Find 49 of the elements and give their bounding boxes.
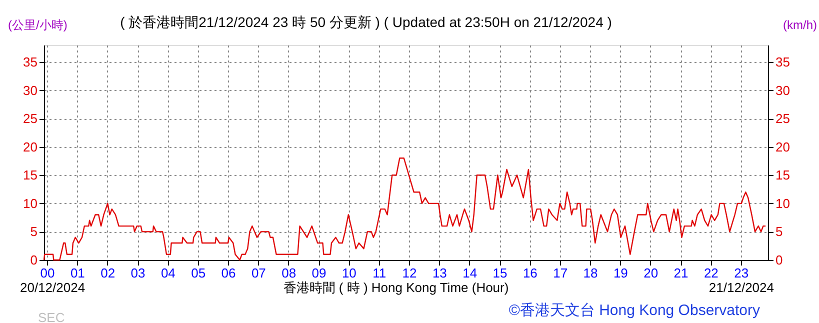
y2-tick-label: 0 (776, 252, 783, 268)
x-tick-label: 02 (100, 266, 116, 280)
y-tick-label: 0 (30, 252, 38, 268)
x-tick-label: 17 (553, 266, 568, 280)
x-tick-label: 20 (644, 266, 658, 280)
text: 20/12/2024 (20, 280, 86, 295)
x-tick-label: 11 (372, 266, 386, 280)
y2-tick-label: 30 (776, 82, 790, 98)
x-tick-label: 04 (160, 266, 176, 280)
x-tick-label: 10 (342, 266, 356, 280)
text: SEC (38, 310, 65, 323)
x-tick-label: 22 (704, 266, 718, 280)
y2-tick-label: 35 (776, 54, 790, 70)
x-tick-label: 07 (251, 266, 266, 280)
y-tick-label: 30 (23, 82, 38, 98)
line-series (43, 158, 766, 261)
y-tick-label: 20 (23, 139, 38, 154)
x-tick-label: 05 (191, 266, 206, 280)
chart-title: ( 於香港時間21/12/2024 23 時 50 分更新 ) ( Updated at 23:50H on 21/12/2024 ) (120, 14, 612, 30)
x-tick-label: 01 (70, 266, 85, 280)
x-tick-label: 09 (312, 266, 326, 280)
x-tick-label: 08 (282, 266, 296, 280)
x-tick-label: 12 (402, 266, 417, 280)
x-tick-label: 21 (674, 266, 688, 280)
y-tick-label: 15 (23, 168, 38, 183)
x-tick-label: 14 (462, 266, 478, 280)
y-tick-label: 25 (23, 111, 38, 126)
text: ©香港天文台 Hong Kong Observatory (508, 302, 760, 319)
text: 21/12/2024 (708, 280, 774, 295)
x-tick-label: 06 (221, 266, 236, 280)
x-tick-label: 15 (492, 266, 508, 280)
y-axis-title: (公里/小時) (8, 18, 68, 32)
x-axis-title: 香港時間 ( 時 ) Hong Kong Time (Hour) (283, 280, 509, 295)
x-tick-label: 16 (522, 266, 538, 280)
x-tick-label: 00 (40, 266, 55, 280)
y2-tick-label: 5 (776, 224, 783, 240)
y2-tick-label: 20 (776, 139, 790, 154)
x-tick-label: 18 (583, 266, 598, 280)
y-tick-label: 5 (30, 224, 38, 240)
y2-tick-label: 25 (776, 111, 790, 126)
x-tick-label: 13 (432, 266, 447, 280)
y-tick-label: 10 (23, 196, 38, 211)
x-tick-label: 23 (734, 266, 749, 280)
y2-tick-label: 15 (776, 168, 790, 183)
x-tick-label: 19 (613, 266, 628, 280)
y2-axis-title: (km/h) (783, 18, 817, 32)
y2-tick-label: 10 (776, 196, 790, 211)
y-tick-label: 35 (23, 54, 38, 70)
x-tick-label: 03 (130, 266, 146, 280)
